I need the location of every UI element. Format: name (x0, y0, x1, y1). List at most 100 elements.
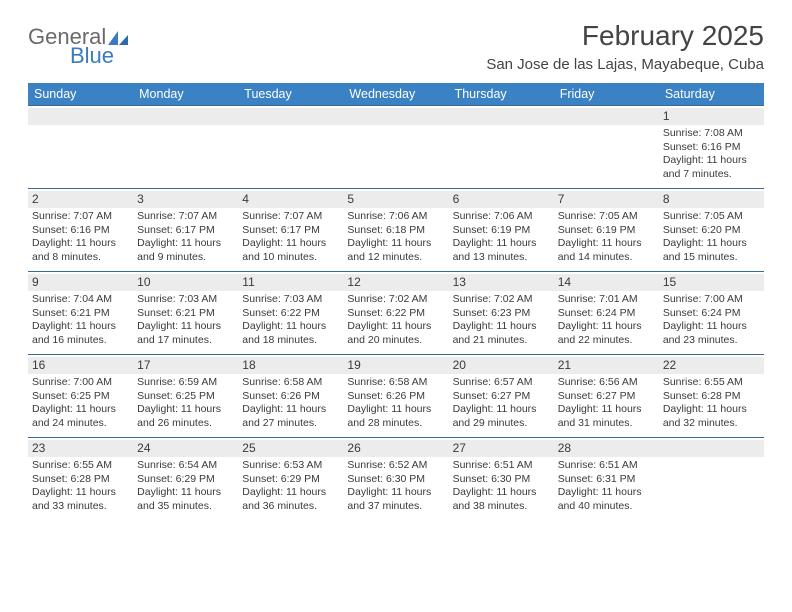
sunrise-text: Sunrise: 7:05 AM (558, 210, 655, 223)
day1-text: Daylight: 11 hours (558, 403, 655, 416)
sunset-text: Sunset: 6:30 PM (453, 473, 550, 486)
day1-text: Daylight: 11 hours (453, 486, 550, 499)
week-row: 23Sunrise: 6:55 AMSunset: 6:28 PMDayligh… (28, 437, 764, 520)
day1-text: Daylight: 11 hours (137, 486, 234, 499)
day2-text: and 22 minutes. (558, 334, 655, 347)
weekday-friday: Friday (554, 83, 659, 105)
sunrise-text: Sunrise: 6:55 AM (663, 376, 760, 389)
weekday-tuesday: Tuesday (238, 83, 343, 105)
day-cell-empty (449, 106, 554, 188)
sunset-text: Sunset: 6:25 PM (137, 390, 234, 403)
sunset-text: Sunset: 6:26 PM (242, 390, 339, 403)
sunset-text: Sunset: 6:19 PM (558, 224, 655, 237)
sunset-text: Sunset: 6:24 PM (663, 307, 760, 320)
day2-text: and 29 minutes. (453, 417, 550, 430)
day1-text: Daylight: 11 hours (137, 403, 234, 416)
month-title: February 2025 (486, 20, 764, 52)
day-number: 9 (28, 274, 133, 291)
day2-text: and 40 minutes. (558, 500, 655, 513)
day-cell: 21Sunrise: 6:56 AMSunset: 6:27 PMDayligh… (554, 355, 659, 437)
day2-text: and 15 minutes. (663, 251, 760, 264)
sunset-text: Sunset: 6:26 PM (347, 390, 444, 403)
sunset-text: Sunset: 6:25 PM (32, 390, 129, 403)
day2-text: and 35 minutes. (137, 500, 234, 513)
day-number: 26 (343, 440, 448, 457)
day1-text: Daylight: 11 hours (453, 237, 550, 250)
day-number: 23 (28, 440, 133, 457)
day2-text: and 18 minutes. (242, 334, 339, 347)
day-number: 2 (28, 191, 133, 208)
day-number: 16 (28, 357, 133, 374)
day-number: 22 (659, 357, 764, 374)
day1-text: Daylight: 11 hours (453, 403, 550, 416)
day2-text: and 24 minutes. (32, 417, 129, 430)
sunset-text: Sunset: 6:22 PM (347, 307, 444, 320)
sunrise-text: Sunrise: 6:51 AM (558, 459, 655, 472)
sunrise-text: Sunrise: 6:51 AM (453, 459, 550, 472)
day2-text: and 32 minutes. (663, 417, 760, 430)
sunset-text: Sunset: 6:21 PM (32, 307, 129, 320)
sunrise-text: Sunrise: 7:07 AM (32, 210, 129, 223)
day2-text: and 16 minutes. (32, 334, 129, 347)
day-number: 12 (343, 274, 448, 291)
location: San Jose de las Lajas, Mayabeque, Cuba (486, 56, 764, 73)
sunrise-text: Sunrise: 6:57 AM (453, 376, 550, 389)
sunrise-text: Sunrise: 7:05 AM (663, 210, 760, 223)
day2-text: and 27 minutes. (242, 417, 339, 430)
day-number: 17 (133, 357, 238, 374)
day2-text: and 9 minutes. (137, 251, 234, 264)
day-cell-empty (343, 106, 448, 188)
sunrise-text: Sunrise: 6:52 AM (347, 459, 444, 472)
day1-text: Daylight: 11 hours (32, 403, 129, 416)
sunset-text: Sunset: 6:28 PM (32, 473, 129, 486)
day-cell: 18Sunrise: 6:58 AMSunset: 6:26 PMDayligh… (238, 355, 343, 437)
sunset-text: Sunset: 6:19 PM (453, 224, 550, 237)
day-number: 5 (343, 191, 448, 208)
sunrise-text: Sunrise: 7:03 AM (137, 293, 234, 306)
day-cell: 25Sunrise: 6:53 AMSunset: 6:29 PMDayligh… (238, 438, 343, 520)
day-cell: 1Sunrise: 7:08 AMSunset: 6:16 PMDaylight… (659, 106, 764, 188)
day-number: 27 (449, 440, 554, 457)
day-cell-empty (659, 438, 764, 520)
day1-text: Daylight: 11 hours (347, 403, 444, 416)
day1-text: Daylight: 11 hours (663, 403, 760, 416)
sunrise-text: Sunrise: 7:06 AM (347, 210, 444, 223)
day-cell: 9Sunrise: 7:04 AMSunset: 6:21 PMDaylight… (28, 272, 133, 354)
day-number (133, 108, 238, 125)
day2-text: and 31 minutes. (558, 417, 655, 430)
day-cell: 14Sunrise: 7:01 AMSunset: 6:24 PMDayligh… (554, 272, 659, 354)
day1-text: Daylight: 11 hours (347, 237, 444, 250)
day1-text: Daylight: 11 hours (663, 320, 760, 333)
header: General Blue February 2025 San Jose de l… (28, 20, 764, 73)
day-cell: 17Sunrise: 6:59 AMSunset: 6:25 PMDayligh… (133, 355, 238, 437)
day-number (554, 108, 659, 125)
day2-text: and 7 minutes. (663, 168, 760, 181)
day-cell: 26Sunrise: 6:52 AMSunset: 6:30 PMDayligh… (343, 438, 448, 520)
day2-text: and 38 minutes. (453, 500, 550, 513)
day1-text: Daylight: 11 hours (32, 320, 129, 333)
sunset-text: Sunset: 6:16 PM (32, 224, 129, 237)
day-cell: 8Sunrise: 7:05 AMSunset: 6:20 PMDaylight… (659, 189, 764, 271)
day-cell: 19Sunrise: 6:58 AMSunset: 6:26 PMDayligh… (343, 355, 448, 437)
day-number: 15 (659, 274, 764, 291)
sunset-text: Sunset: 6:27 PM (558, 390, 655, 403)
day-number: 10 (133, 274, 238, 291)
day2-text: and 17 minutes. (137, 334, 234, 347)
day-cell-empty (133, 106, 238, 188)
sunrise-text: Sunrise: 7:07 AM (242, 210, 339, 223)
sunset-text: Sunset: 6:20 PM (663, 224, 760, 237)
calendar: SundayMondayTuesdayWednesdayThursdayFrid… (28, 83, 764, 520)
day-number: 24 (133, 440, 238, 457)
day1-text: Daylight: 11 hours (32, 486, 129, 499)
logo-text: General Blue (28, 26, 130, 67)
day1-text: Daylight: 11 hours (242, 237, 339, 250)
sunset-text: Sunset: 6:30 PM (347, 473, 444, 486)
day-number: 1 (659, 108, 764, 125)
day-number: 6 (449, 191, 554, 208)
sunset-text: Sunset: 6:16 PM (663, 141, 760, 154)
day-cell: 7Sunrise: 7:05 AMSunset: 6:19 PMDaylight… (554, 189, 659, 271)
day2-text: and 20 minutes. (347, 334, 444, 347)
day-cell: 12Sunrise: 7:02 AMSunset: 6:22 PMDayligh… (343, 272, 448, 354)
weekday-header-row: SundayMondayTuesdayWednesdayThursdayFrid… (28, 83, 764, 105)
sunset-text: Sunset: 6:22 PM (242, 307, 339, 320)
